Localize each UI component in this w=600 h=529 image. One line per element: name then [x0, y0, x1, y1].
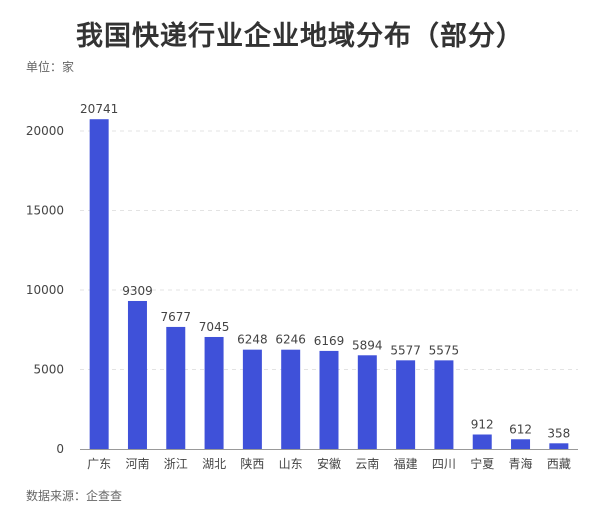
data-label: 6248	[237, 333, 268, 347]
x-tick-label: 宁夏	[470, 456, 494, 471]
bar	[204, 336, 224, 449]
data-label: 7045	[199, 320, 230, 334]
x-tick-label: 四川	[432, 457, 456, 471]
data-label: 6246	[275, 333, 306, 347]
bar	[549, 443, 569, 449]
x-tick-label: 山东	[279, 457, 303, 471]
x-tick-label: 西藏	[547, 457, 571, 471]
data-label: 7677	[160, 310, 191, 324]
data-label: 5894	[352, 338, 383, 352]
y-tick-label: 20000	[26, 124, 64, 138]
y-tick-label: 15000	[26, 204, 64, 218]
x-tick-label: 青海	[509, 456, 533, 471]
x-tick-label: 福建	[394, 456, 418, 471]
x-tick-label: 陕西	[240, 456, 264, 471]
data-label: 6169	[314, 334, 345, 348]
data-label: 5575	[429, 343, 460, 357]
bar	[242, 349, 262, 449]
y-tick-label: 5000	[33, 363, 64, 377]
data-label: 5577	[390, 343, 421, 357]
data-label: 612	[509, 422, 532, 436]
data-label: 912	[471, 417, 494, 431]
x-tick-label: 广东	[87, 457, 111, 471]
bar	[89, 119, 109, 449]
unit-label: 单位：家	[26, 60, 75, 74]
bar	[396, 360, 416, 449]
bar	[166, 326, 186, 449]
y-tick-label: 10000	[26, 283, 64, 297]
bar	[281, 349, 301, 449]
x-tick-label: 湖北	[202, 456, 226, 471]
x-tick-label: 云南	[355, 456, 379, 471]
chart-title: 我国快递行业企业地域分布（部分）	[76, 21, 524, 52]
bar	[357, 355, 377, 449]
x-tick-label: 安徽	[317, 456, 341, 471]
bar	[127, 300, 147, 449]
data-label: 20741	[80, 102, 118, 116]
y-tick-label: 0	[56, 442, 64, 456]
data-label: 9309	[122, 284, 153, 298]
bar	[472, 434, 492, 449]
x-tick-label: 河南	[125, 456, 149, 471]
data-label: 358	[547, 426, 570, 440]
bar	[511, 439, 531, 449]
source-label: 数据来源：企查查	[26, 489, 123, 503]
bar	[319, 350, 339, 449]
bar	[434, 360, 454, 449]
x-tick-label: 浙江	[164, 457, 188, 471]
